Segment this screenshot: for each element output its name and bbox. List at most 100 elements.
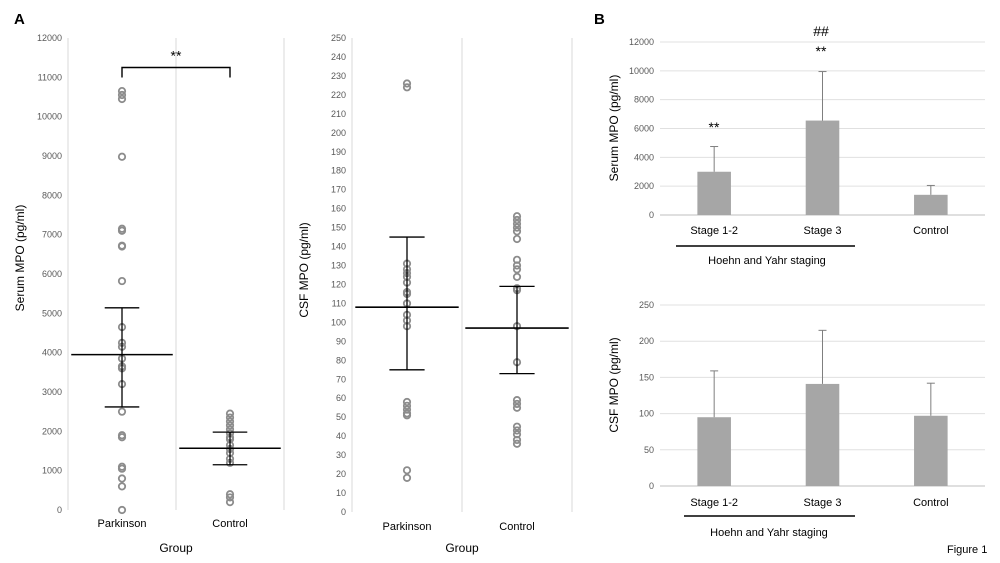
y-tick-label: 70: [336, 374, 346, 384]
data-point: [512, 422, 522, 431]
data-point: [117, 407, 127, 416]
y-tick-label: 130: [331, 261, 346, 271]
y-axis-title: CSF MPO (pg/ml): [607, 337, 621, 432]
data-point: [512, 435, 522, 445]
y-tick-label: 3000: [42, 387, 62, 397]
y-tick-label: 50: [644, 445, 654, 455]
data-point: [117, 433, 127, 442]
y-tick-label: 180: [331, 166, 346, 176]
data-point: [512, 227, 522, 236]
data-point: [512, 399, 522, 409]
data-point: [117, 152, 127, 161]
figure-caption: Figure 1: [947, 544, 987, 556]
y-tick-label: 140: [331, 242, 346, 252]
data-point: [117, 90, 127, 100]
y-tick-label: 7000: [42, 230, 62, 240]
y-tick-label: 10: [336, 488, 346, 498]
data-point: [402, 397, 412, 407]
data-point: [402, 466, 412, 475]
data-point: [512, 396, 522, 405]
significance-marker: **: [171, 48, 182, 64]
data-point: [225, 493, 235, 502]
y-tick-label: 12000: [37, 33, 62, 43]
y-tick-label: 5000: [42, 308, 62, 318]
y-tick-label: 100: [639, 409, 654, 419]
y-tick-label: 9000: [42, 151, 62, 161]
y-tick-label: 12000: [629, 37, 654, 47]
x-category-label: Stage 3: [804, 225, 842, 237]
data-point: [117, 94, 127, 104]
significance-marker: ##: [813, 23, 829, 39]
y-tick-label: 200: [639, 336, 654, 346]
y-tick-label: 250: [331, 33, 346, 43]
x-category-label: Stage 3: [804, 497, 842, 509]
data-point: [512, 223, 522, 232]
serum-scatter-chart: 0 1000 2000 3000 4000 5000 6000 7000 8000 9000 100…: [13, 33, 285, 555]
y-tick-label: 40: [336, 431, 346, 441]
panel-label-b: B: [594, 11, 605, 28]
y-tick-label: 170: [331, 185, 346, 195]
y-tick-label: 230: [331, 71, 346, 81]
x-category-label: Control: [913, 497, 948, 509]
y-tick-label: 0: [341, 507, 346, 517]
y-axis-title: Serum MPO (pg/ml): [607, 75, 621, 182]
data-point: [512, 219, 522, 228]
data-point: [402, 401, 412, 410]
bar: [697, 171, 731, 215]
x-axis-title: Group: [159, 541, 193, 555]
y-tick-label: 120: [331, 279, 346, 289]
y-tick-label: 4000: [42, 348, 62, 358]
y-tick-label: 2000: [42, 426, 62, 436]
y-tick-label: 250: [639, 300, 654, 310]
x-category-label: Control: [913, 225, 948, 237]
y-tick-label: 100: [331, 317, 346, 327]
y-tick-label: 150: [331, 223, 346, 233]
data-point: [117, 226, 127, 235]
x-category-label: Parkinson: [98, 518, 147, 530]
data-point: [225, 413, 235, 422]
data-point: [117, 87, 127, 96]
data-point: [402, 79, 412, 88]
y-tick-label: 1000: [42, 466, 62, 476]
data-point: [512, 265, 522, 274]
x-category-label: Control: [212, 518, 247, 530]
data-point: [512, 212, 522, 221]
data-point: [512, 215, 522, 225]
data-point: [225, 417, 235, 426]
bar: [805, 383, 840, 486]
y-tick-label: 6000: [634, 124, 654, 134]
y-tick-label: 220: [331, 90, 346, 100]
y-tick-label: 160: [331, 204, 346, 214]
serum-bar-chart: 0 2000 4000 6000 8000 10000 12000 Stage 1-2 Stag…: [607, 23, 985, 267]
bar: [914, 415, 948, 486]
data-point: [512, 439, 522, 448]
y-tick-label: 8000: [634, 95, 654, 105]
x-category-label: Stage 1-2: [690, 225, 738, 237]
panel-label-a: A: [14, 11, 25, 28]
data-point: [512, 234, 522, 244]
data-point: [402, 473, 412, 482]
data-point: [117, 505, 127, 515]
y-tick-label: 30: [336, 450, 346, 460]
bar: [914, 194, 948, 215]
x-category-label: Control: [499, 521, 534, 533]
y-axis-title: Serum MPO (pg/ml): [13, 205, 27, 312]
y-tick-label: 80: [336, 355, 346, 365]
significance-marker: **: [709, 119, 720, 135]
y-tick-label: 210: [331, 109, 346, 119]
y-tick-label: 240: [331, 52, 346, 62]
y-tick-label: 11000: [38, 72, 62, 82]
data-point: [512, 261, 522, 270]
group-label: Hoehn and Yahr staging: [710, 527, 828, 539]
data-point: [225, 498, 235, 507]
y-tick-label: 90: [336, 336, 346, 346]
x-category-label: Parkinson: [383, 521, 432, 533]
significance-marker: **: [816, 43, 827, 59]
data-point: [512, 426, 522, 435]
y-tick-label: 0: [649, 481, 654, 491]
data-point: [402, 83, 412, 92]
y-tick-label: 150: [639, 372, 654, 382]
data-point: [117, 482, 127, 491]
data-point: [402, 411, 412, 420]
